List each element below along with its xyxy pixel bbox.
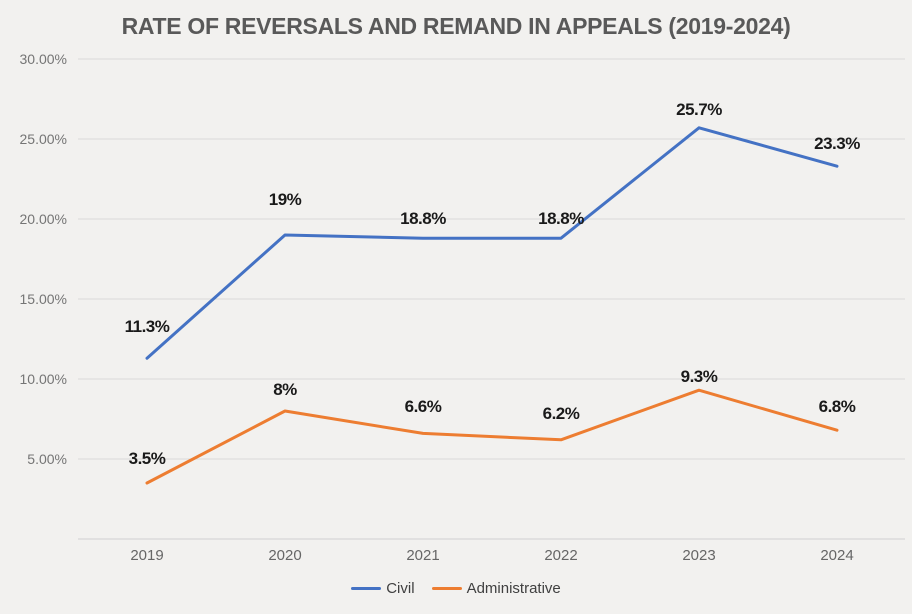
- y-tick-label: 20.00%: [19, 211, 67, 227]
- x-tick-label-2021: 2021: [406, 547, 440, 564]
- legend-line-swatch-civil: [351, 587, 382, 590]
- data-label-civil-2020: 19%: [268, 190, 302, 209]
- data-label-civil-2024: 23.3%: [814, 134, 860, 154]
- data-label-administrative-2023: 9.3%: [680, 367, 718, 387]
- data-label-administrative-2021: 6.6%: [404, 397, 442, 417]
- chart-title: RATE OF REVERSALS AND REMAND IN APPEALS …: [121, 13, 791, 39]
- legend-label: Administrative: [466, 580, 561, 597]
- x-tick-label-2023: 2023: [682, 547, 716, 564]
- legend: Civil Administrative: [0, 581, 912, 596]
- data-label-administrative-2019: 3.5%: [128, 449, 166, 468]
- series-line-civil: [145, 126, 839, 360]
- legend-item-administrative: Administrative: [431, 580, 561, 597]
- y-tick-label: 25.00%: [19, 131, 67, 147]
- x-tick-label-2019: 2019: [130, 547, 164, 564]
- y-tick-label: 15.00%: [19, 291, 67, 307]
- data-label-civil-2021: 18.8%: [400, 209, 446, 229]
- y-tick-label: 10.00%: [19, 371, 67, 387]
- data-label-civil-2023: 25.7%: [676, 99, 722, 119]
- y-tick-label: 5.00%: [27, 451, 67, 467]
- series-line-administrative: [145, 388, 839, 485]
- data-label-administrative-2024: 6.8%: [818, 397, 856, 417]
- x-tick-label-2024: 2024: [820, 547, 854, 564]
- data-label-civil-2022: 18.8%: [538, 209, 584, 229]
- data-label-administrative-2022: 6.2%: [542, 403, 580, 423]
- data-label-administrative-2020: 8%: [273, 380, 297, 399]
- y-tick-label: 30.00%: [19, 51, 67, 67]
- x-tick-label-2020: 2020: [268, 547, 302, 564]
- legend-item-civil: Civil: [351, 580, 415, 597]
- data-label-civil-2019: 11.3%: [124, 317, 170, 337]
- legend-label: Civil: [386, 580, 415, 597]
- x-tick-label-2022: 2022: [544, 547, 578, 564]
- legend-line-swatch-administrative: [431, 587, 462, 590]
